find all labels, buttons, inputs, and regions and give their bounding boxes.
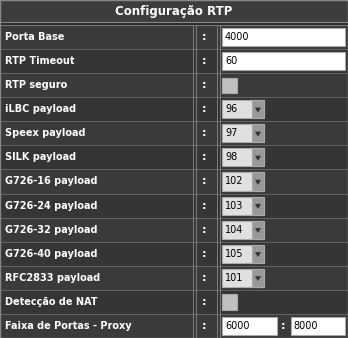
Bar (252, 221, 264, 239)
Text: :: : (202, 80, 206, 90)
Text: G726-40 payload: G726-40 payload (5, 249, 97, 259)
Text: 4000: 4000 (225, 32, 250, 42)
Bar (252, 245, 264, 263)
Text: RFC2833 payload: RFC2833 payload (5, 273, 100, 283)
Bar (0, 0, 348, 22)
Text: 98: 98 (225, 152, 237, 163)
Text: :: : (202, 32, 206, 42)
Bar (222, 197, 264, 215)
Text: G726-32 payload: G726-32 payload (5, 225, 97, 235)
Text: :: : (202, 152, 206, 163)
Polygon shape (255, 276, 261, 281)
Bar (0, 25, 348, 49)
Polygon shape (255, 108, 261, 112)
Text: :: : (202, 249, 206, 259)
Text: Detecção de NAT: Detecção de NAT (5, 297, 97, 307)
Text: :: : (202, 273, 206, 283)
Bar (0, 266, 348, 290)
Text: iLBC payload: iLBC payload (5, 104, 76, 114)
Bar (0, 242, 348, 266)
Bar (0, 194, 348, 218)
Text: :: : (202, 56, 206, 66)
Bar (222, 52, 345, 70)
Bar (0, 218, 348, 242)
Bar (252, 269, 264, 287)
Bar (222, 148, 264, 166)
Bar (0, 73, 348, 97)
Bar (252, 197, 264, 215)
Text: 103: 103 (225, 200, 243, 211)
Text: 6000: 6000 (225, 321, 250, 331)
Polygon shape (255, 228, 261, 232)
Text: RTP Timeout: RTP Timeout (5, 56, 74, 66)
Bar (0, 97, 348, 121)
Bar (222, 172, 264, 191)
Text: 101: 101 (225, 273, 243, 283)
Bar (252, 148, 264, 166)
Polygon shape (255, 180, 261, 184)
Bar (0, 0, 348, 22)
Text: :: : (202, 128, 206, 138)
Bar (222, 317, 277, 335)
Text: :: : (202, 104, 206, 114)
Text: :: : (202, 321, 206, 331)
Text: 105: 105 (225, 249, 244, 259)
Bar (291, 317, 345, 335)
Text: :: : (202, 297, 206, 307)
Text: 102: 102 (225, 176, 244, 187)
Bar (0, 145, 348, 169)
Polygon shape (255, 252, 261, 257)
Polygon shape (255, 204, 261, 208)
Text: Speex payload: Speex payload (5, 128, 86, 138)
Bar (222, 221, 264, 239)
Bar (222, 100, 264, 118)
Bar (222, 77, 237, 93)
Text: 104: 104 (225, 225, 243, 235)
Bar (0, 290, 348, 314)
Text: 97: 97 (225, 128, 237, 138)
Text: Faixa de Portas - Proxy: Faixa de Portas - Proxy (5, 321, 132, 331)
Bar (222, 28, 345, 46)
Text: :: : (281, 321, 286, 331)
Bar (222, 124, 264, 142)
Text: 96: 96 (225, 104, 237, 114)
Text: RTP seguro: RTP seguro (5, 80, 67, 90)
Bar (222, 269, 264, 287)
Bar (222, 245, 264, 263)
Polygon shape (255, 132, 261, 136)
Text: 60: 60 (225, 56, 237, 66)
Text: G726-16 payload: G726-16 payload (5, 176, 97, 187)
Bar (0, 49, 348, 73)
Bar (0, 314, 348, 338)
Text: G726-24 payload: G726-24 payload (5, 200, 97, 211)
Text: Porta Base: Porta Base (5, 32, 64, 42)
Text: Configuração RTP: Configuração RTP (115, 4, 233, 18)
Bar (0, 121, 348, 145)
Bar (222, 294, 237, 310)
Bar (252, 124, 264, 142)
Bar (252, 172, 264, 191)
Text: :: : (202, 225, 206, 235)
Text: 8000: 8000 (293, 321, 318, 331)
Text: :: : (202, 176, 206, 187)
Text: SILK payload: SILK payload (5, 152, 76, 163)
Text: :: : (202, 200, 206, 211)
Bar (252, 100, 264, 118)
Bar (0, 169, 348, 194)
Polygon shape (255, 156, 261, 160)
